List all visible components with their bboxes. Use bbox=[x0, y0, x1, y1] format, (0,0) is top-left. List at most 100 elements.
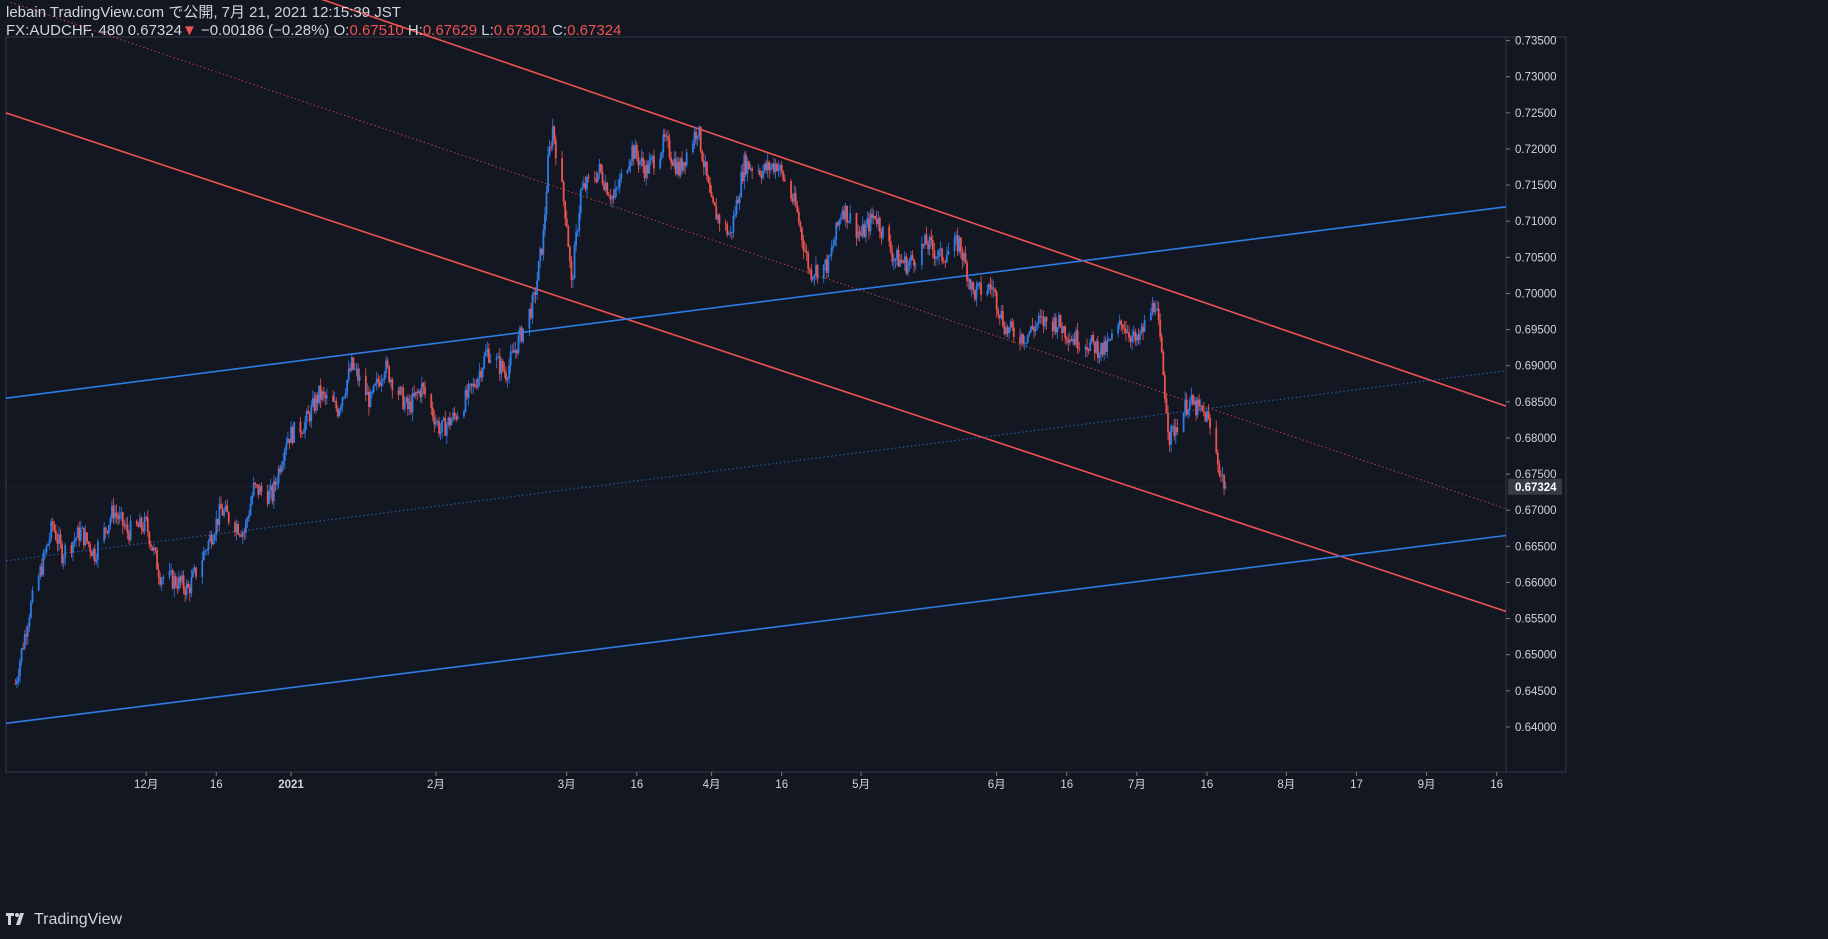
candle-down bbox=[104, 527, 107, 532]
candle-up bbox=[47, 543, 49, 546]
candle-up bbox=[920, 243, 923, 266]
candle-down bbox=[154, 547, 157, 551]
candle-up bbox=[928, 237, 931, 250]
candle-down bbox=[674, 158, 677, 174]
candle-down bbox=[776, 163, 778, 171]
tradingview-logo[interactable]: TradingView bbox=[6, 910, 122, 930]
candle-up bbox=[1058, 314, 1060, 328]
candle-up bbox=[1084, 346, 1087, 350]
candle-up bbox=[1111, 333, 1113, 340]
candle-down bbox=[744, 154, 747, 175]
candle-up bbox=[44, 552, 46, 554]
candle-up bbox=[153, 547, 155, 551]
candle-down bbox=[553, 126, 556, 141]
candle-down bbox=[684, 162, 687, 166]
candle-down bbox=[797, 212, 800, 223]
candle-down bbox=[534, 292, 537, 295]
candle-up bbox=[251, 495, 254, 504]
candle-down bbox=[1201, 405, 1204, 411]
candle-down bbox=[498, 356, 501, 374]
y-tick-label: 0.70500 bbox=[1515, 252, 1557, 264]
y-tick-label: 0.71000 bbox=[1515, 216, 1557, 228]
candle-down bbox=[601, 172, 604, 184]
candle-up bbox=[481, 368, 484, 378]
candle-up bbox=[81, 527, 84, 529]
candle-up bbox=[1143, 320, 1146, 332]
candle-up bbox=[1106, 340, 1109, 352]
candle-up bbox=[732, 215, 735, 233]
candle-down bbox=[843, 210, 845, 220]
candle-down bbox=[352, 357, 355, 370]
candle-down bbox=[54, 530, 57, 540]
candle-down bbox=[368, 391, 370, 408]
candle-up bbox=[1023, 343, 1026, 345]
candle-up bbox=[939, 248, 942, 251]
candle-down bbox=[520, 327, 523, 342]
candle-down bbox=[470, 383, 473, 387]
candle-down bbox=[433, 416, 436, 425]
candle-down bbox=[995, 291, 998, 311]
candle-up bbox=[472, 383, 475, 387]
candle-up bbox=[987, 284, 990, 291]
candle-up bbox=[143, 517, 146, 532]
candle-down bbox=[1204, 411, 1207, 422]
y-tick-label: 0.69500 bbox=[1515, 325, 1557, 337]
candle-up bbox=[202, 551, 205, 561]
candle-down bbox=[112, 505, 115, 518]
candle-up bbox=[640, 157, 643, 162]
candle-up bbox=[344, 393, 347, 397]
candle-up bbox=[1199, 405, 1202, 407]
candle-up bbox=[1005, 327, 1007, 335]
candle-down bbox=[1128, 332, 1130, 338]
candle-up bbox=[408, 401, 411, 409]
candle-down bbox=[1176, 427, 1179, 433]
candle-down bbox=[1125, 329, 1127, 334]
candle-down bbox=[115, 512, 118, 516]
candle-down bbox=[257, 484, 260, 495]
candle-up bbox=[355, 368, 358, 370]
candle-down bbox=[878, 217, 881, 232]
candle-down bbox=[930, 237, 933, 241]
candle-down bbox=[1051, 321, 1054, 332]
candle-down bbox=[964, 253, 967, 263]
candle-up bbox=[283, 449, 286, 461]
candle-down bbox=[430, 394, 433, 408]
candle-up bbox=[350, 357, 353, 371]
candle-down bbox=[1123, 328, 1126, 330]
candle-down bbox=[501, 360, 504, 371]
candle-up bbox=[866, 218, 869, 225]
candle-up bbox=[338, 409, 341, 417]
candle-down bbox=[237, 523, 239, 535]
candle-down bbox=[135, 520, 138, 525]
candle-up bbox=[533, 292, 535, 296]
candle-up bbox=[45, 545, 48, 553]
candle-up bbox=[514, 349, 517, 353]
candle-up bbox=[31, 590, 34, 603]
candle-down bbox=[210, 535, 213, 545]
candle-up bbox=[212, 540, 215, 545]
candle-down bbox=[188, 587, 191, 594]
x-tick-label: 16 bbox=[1490, 779, 1503, 791]
close-label: C: bbox=[552, 22, 568, 39]
chart-axes bbox=[5, 36, 1567, 776]
ohlc-row: FX:AUDCHF, 480 0.67324▼ −0.00186 (−0.28%… bbox=[6, 22, 621, 40]
candle-down bbox=[221, 508, 224, 516]
trendlines[interactable] bbox=[5, 0, 1507, 725]
candle-down bbox=[1061, 326, 1063, 334]
candle-up bbox=[160, 578, 163, 585]
candle-down bbox=[550, 146, 553, 148]
candle-down bbox=[944, 261, 947, 263]
candle-up bbox=[483, 356, 486, 369]
candle-down bbox=[1207, 411, 1210, 419]
candle-down bbox=[791, 198, 794, 202]
candle-down bbox=[1120, 320, 1123, 325]
candle-down bbox=[855, 213, 858, 238]
candle-up bbox=[452, 412, 454, 420]
candle-up bbox=[48, 538, 51, 544]
candle-up bbox=[1151, 302, 1154, 313]
trendline-blue-5 bbox=[5, 370, 1507, 562]
candle-up bbox=[1037, 315, 1040, 324]
candle-down bbox=[637, 156, 640, 165]
candle-up bbox=[1174, 427, 1177, 436]
